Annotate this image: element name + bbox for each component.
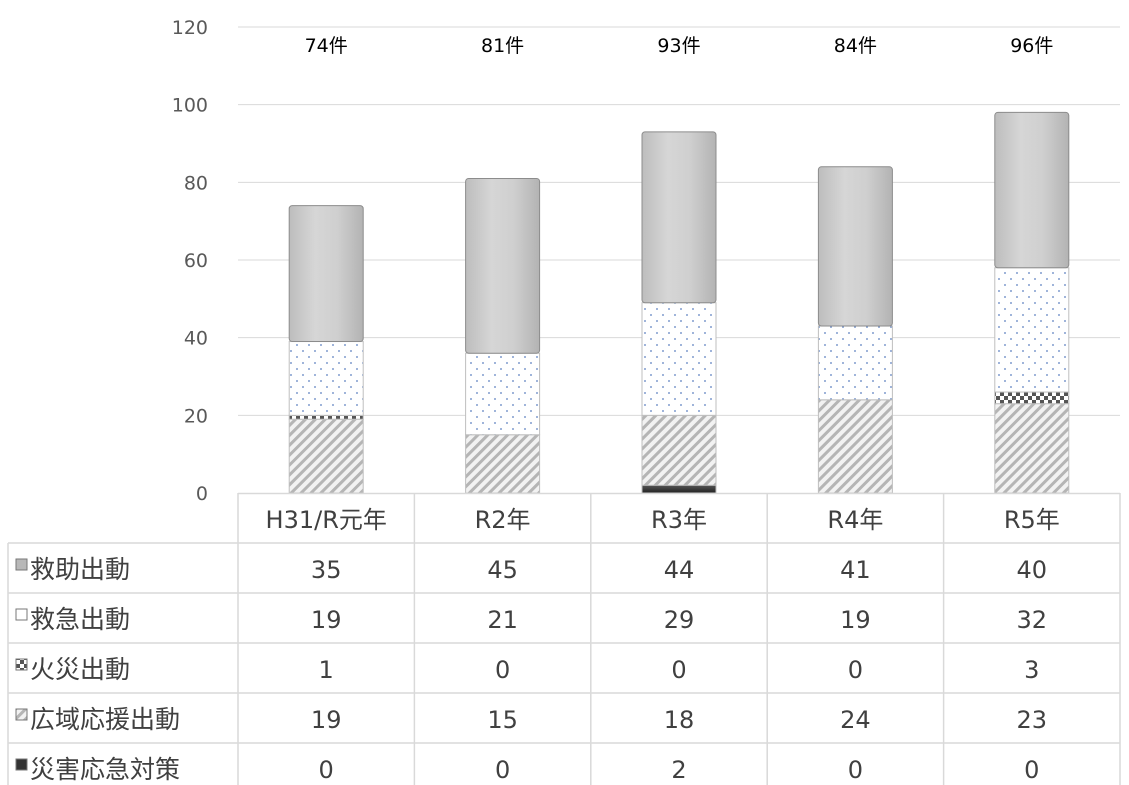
table-cell-value: 32 [1017,606,1048,634]
bars [288,111,1070,494]
series-label: 災害応急対策 [30,755,180,784]
bar-segment [817,399,893,494]
legend-swatch [15,708,28,721]
table-cell-value: 40 [1017,556,1048,584]
bar-segment [465,434,541,494]
category-label: R2年 [475,506,531,534]
table-cell-value: 23 [1017,706,1048,734]
table-cell-value: 0 [495,756,510,784]
table-cell-value: 24 [840,706,871,734]
total-label: 93件 [657,35,700,57]
table-cell-value: 0 [848,656,863,684]
table-cell-value: 0 [495,656,510,684]
bar-segment [994,267,1070,393]
bar-segment [641,414,717,486]
series-label: 救急出動 [30,605,130,634]
table-cell-value: 19 [840,606,871,634]
y-tick-label: 0 [196,483,208,505]
category-label: H31/R元年 [266,506,387,534]
legend-swatch [15,658,28,671]
table-cell-value: 19 [311,606,342,634]
total-labels: 74件 81件 93件 84件 96件 [305,35,1054,57]
legend-swatch [15,558,28,571]
table-cell-value: 18 [664,706,695,734]
bar-segment [817,166,893,327]
table-cell-value: 29 [664,606,695,634]
table-cell-value: 0 [848,756,863,784]
table-cell-value: 44 [664,556,695,584]
y-tick-label: 60 [184,250,208,272]
bar-segment [994,403,1070,494]
bar-segment [288,418,364,494]
bar-segment [288,341,364,416]
table-cell-value: 41 [840,556,871,584]
series-label: 広域応援出動 [30,705,180,734]
series-label: 火災出動 [30,655,130,684]
bar-segment [641,484,717,494]
legend-swatch [15,758,28,771]
total-label: 96件 [1010,35,1053,57]
table-cell-value: 0 [671,656,686,684]
bar-segment [817,325,893,401]
bar-segment [994,111,1070,269]
y-tick-label: 40 [184,328,208,350]
table-cell-value: 45 [487,556,518,584]
table-cell-value: 0 [319,756,334,784]
total-label: 74件 [305,35,348,57]
bar-segment [994,391,1070,405]
table-cell-value: 2 [671,756,686,784]
bar-segment [288,205,364,343]
table-cell-value: 1 [319,656,334,684]
bar-segment [641,302,717,416]
category-label: R4年 [827,506,883,534]
series-label: 救助出動 [30,555,130,584]
legend-swatch [15,608,28,621]
category-label: R5年 [1004,506,1060,534]
y-tick-label: 120 [172,17,208,39]
bar-segment [465,352,541,436]
table-cell-value: 3 [1024,656,1039,684]
total-label: 81件 [481,35,524,57]
bar-segment [641,131,717,304]
y-tick-label: 20 [184,405,208,427]
y-axis: 0 20 40 60 80 100 120 [172,17,208,505]
y-tick-label: 100 [172,95,208,117]
table-cell-value: 15 [487,706,518,734]
total-label: 84件 [834,35,877,57]
category-label: R3年 [651,506,707,534]
table-cell-value: 0 [1024,756,1039,784]
bar-segment [288,414,364,420]
table-cell-value: 35 [311,556,342,584]
bar-segment [465,177,541,354]
table-cell-value: 21 [487,606,518,634]
y-tick-label: 80 [184,172,208,194]
table-cell-value: 19 [311,706,342,734]
